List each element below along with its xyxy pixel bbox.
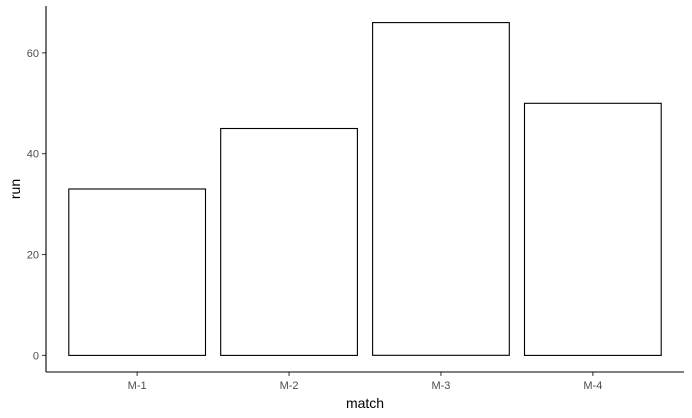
y-axis-ticks: 0 20 40 60 bbox=[27, 48, 46, 362]
x-tick-label: M-3 bbox=[431, 380, 450, 392]
x-tick-label: M-1 bbox=[128, 380, 147, 392]
x-tick-label: M-2 bbox=[280, 380, 299, 392]
y-tick-label: 60 bbox=[27, 48, 39, 60]
bars bbox=[68, 22, 662, 356]
y-axis-title: run bbox=[7, 179, 23, 199]
x-axis-title: match bbox=[346, 395, 384, 411]
bar-m-1 bbox=[68, 188, 207, 356]
y-tick-label: 40 bbox=[27, 149, 39, 161]
bar-m-3 bbox=[372, 22, 510, 356]
y-tick-label: 0 bbox=[33, 350, 39, 362]
bar-m-4 bbox=[523, 102, 662, 356]
y-tick-label: 20 bbox=[27, 250, 39, 262]
x-tick-label: M-4 bbox=[583, 380, 602, 392]
x-axis-ticks: M-1 M-2 M-3 M-4 bbox=[128, 372, 602, 392]
bar-m-2 bbox=[220, 127, 358, 356]
